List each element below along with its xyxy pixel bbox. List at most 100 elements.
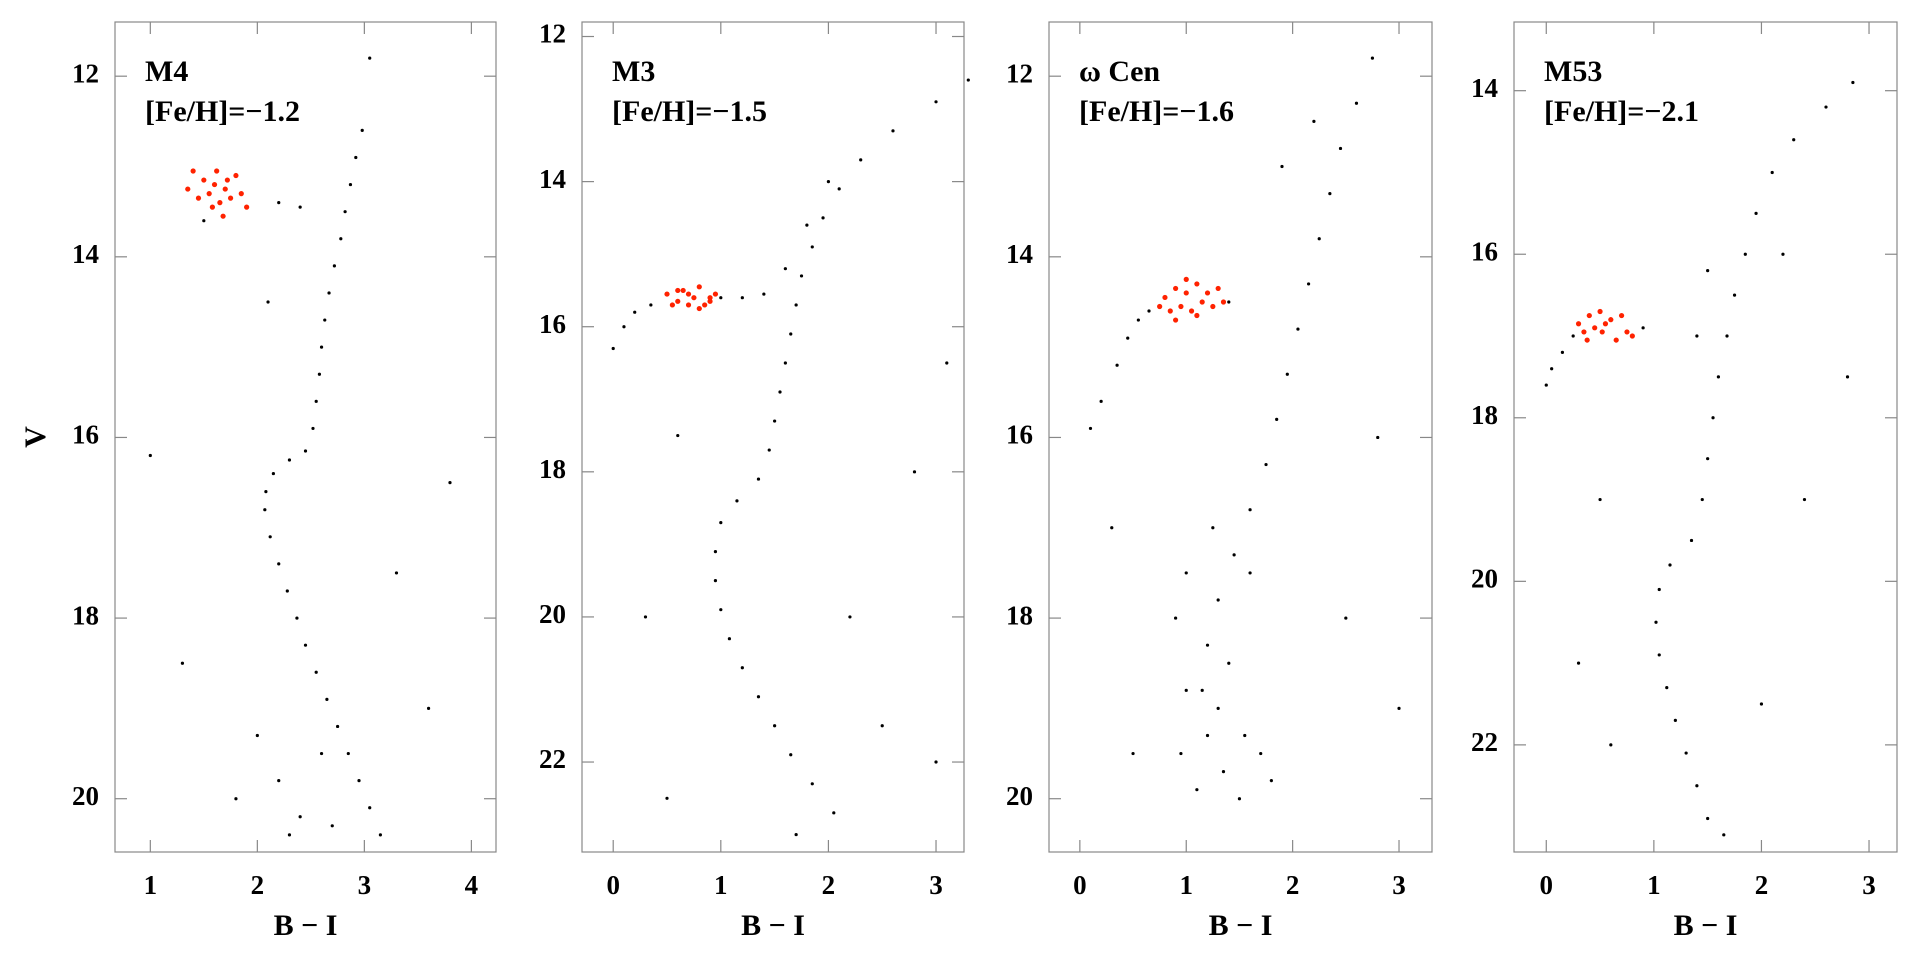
star-point	[343, 210, 347, 214]
panel-title: M4	[145, 55, 188, 88]
star-point	[185, 186, 191, 192]
star-point	[1706, 457, 1710, 461]
star-point	[1716, 375, 1721, 379]
star-point	[244, 204, 250, 210]
star-point	[680, 287, 686, 294]
y-tick-label: 22	[1471, 727, 1498, 757]
star-point	[266, 300, 270, 304]
star-point	[1248, 571, 1252, 575]
star-point	[794, 303, 798, 307]
star-point	[1544, 383, 1548, 387]
y-tick-label: 18	[72, 600, 99, 630]
star-point	[277, 201, 281, 205]
star-point	[1613, 337, 1619, 343]
star-point	[702, 302, 708, 308]
star-point	[1770, 170, 1774, 175]
star-point	[1173, 285, 1179, 292]
star-point	[712, 291, 719, 297]
star-point	[1792, 138, 1796, 142]
star-point	[891, 129, 895, 133]
panel-subtitle: [Fe/H]=−1.2	[145, 95, 300, 128]
star-point	[327, 291, 331, 295]
x-axis-label: B − I	[1674, 909, 1738, 942]
star-point	[1259, 751, 1263, 756]
y-tick-label: 16	[539, 309, 566, 339]
star-point	[234, 797, 238, 801]
star-point	[713, 550, 718, 554]
star-point	[190, 168, 196, 174]
star-point	[319, 345, 324, 349]
star-point	[426, 706, 431, 710]
star-point	[799, 274, 804, 278]
star-point	[1328, 191, 1332, 196]
plot-frame	[581, 21, 965, 853]
star-point	[1725, 334, 1729, 338]
plot-frame	[1048, 21, 1433, 853]
star-point	[1597, 308, 1603, 315]
star-point	[1184, 571, 1188, 575]
star-point	[622, 325, 626, 329]
star-point	[339, 237, 343, 241]
star-point	[323, 318, 327, 322]
star-point	[1695, 334, 1699, 338]
star-point	[1115, 363, 1119, 367]
star-point	[220, 213, 226, 219]
star-point	[1397, 706, 1401, 710]
star-point	[1216, 598, 1220, 602]
star-point	[1802, 497, 1807, 502]
star-point	[1706, 268, 1710, 273]
star-point	[1296, 327, 1300, 331]
star-point	[669, 302, 675, 308]
star-point	[719, 521, 723, 525]
star-point	[740, 666, 744, 670]
panel-title: M53	[1544, 55, 1602, 88]
star-point	[1210, 303, 1216, 310]
star-point	[180, 661, 185, 665]
star-point	[346, 751, 350, 756]
star-point	[1851, 80, 1855, 85]
star-point	[1584, 337, 1590, 343]
y-tick-label: 14	[1471, 73, 1498, 103]
star-point	[1550, 367, 1554, 371]
star-point	[1099, 399, 1103, 403]
star-point	[271, 471, 275, 476]
y-tick-label: 12	[72, 58, 99, 88]
star-point	[1845, 375, 1850, 379]
star-point	[789, 753, 793, 757]
y-tick-label: 12	[1006, 58, 1033, 88]
x-tick-label: 0	[1540, 870, 1554, 900]
star-point	[685, 291, 692, 297]
star-point	[1205, 643, 1210, 647]
star-point	[1722, 833, 1726, 837]
star-point	[1781, 252, 1785, 256]
star-point	[1754, 211, 1758, 215]
star-point	[805, 223, 809, 227]
star-point	[227, 195, 234, 201]
star-point	[277, 562, 281, 566]
star-point	[1684, 751, 1688, 755]
x-axis-label: B − I	[741, 909, 805, 942]
star-point	[303, 643, 308, 647]
star-point	[1629, 333, 1635, 339]
star-point	[1602, 321, 1609, 327]
y-tick-label: 20	[1471, 564, 1498, 594]
star-point	[1285, 372, 1289, 376]
star-point	[691, 295, 697, 301]
star-point	[685, 302, 692, 308]
y-axis-label: V	[19, 426, 52, 448]
star-point	[934, 760, 938, 764]
star-point	[1575, 321, 1582, 327]
star-point	[330, 824, 334, 828]
y-tick-label: 14	[72, 239, 99, 269]
star-point	[1215, 285, 1221, 292]
star-point	[295, 616, 299, 620]
star-point	[1732, 293, 1737, 297]
star-point	[676, 433, 680, 438]
star-point	[336, 724, 340, 729]
star-point	[1370, 56, 1375, 60]
star-point	[1376, 435, 1380, 440]
star-point	[348, 182, 353, 187]
star-point	[1689, 538, 1694, 543]
star-point	[368, 806, 372, 810]
star-point	[1344, 616, 1348, 620]
